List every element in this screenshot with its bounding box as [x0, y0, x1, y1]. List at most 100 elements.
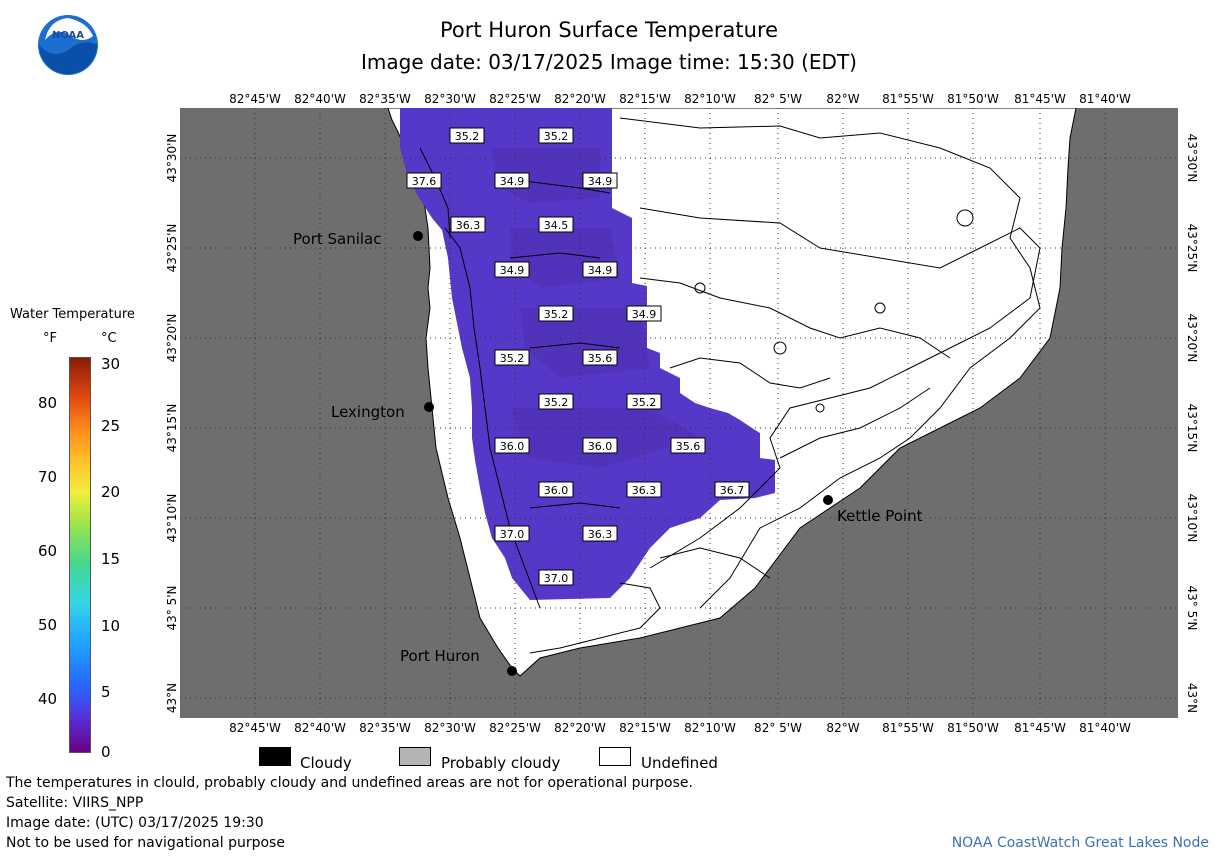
lat-label: 43°N: [1185, 682, 1199, 714]
lon-label: 81°40'W: [1079, 721, 1131, 735]
undefined-swatch: [599, 747, 631, 766]
lon-label: 82°25'W: [489, 721, 541, 735]
temp-label: 36.3: [588, 528, 613, 541]
map-title: Port Huron Surface Temperature: [439, 18, 779, 42]
temperature-labels: 35.2 35.2 37.6 34.9 34.9 36.3 34.5 34.9 …: [406, 127, 750, 586]
lon-label: 82°15'W: [619, 92, 671, 106]
temp-label: 36.3: [632, 484, 657, 497]
f-tick: 60: [38, 542, 58, 560]
temp-label: 34.9: [588, 175, 613, 188]
lon-label: 81°40'W: [1079, 92, 1131, 106]
temp-label: 37.0: [500, 528, 525, 541]
temp-label: 35.6: [676, 440, 701, 453]
lexington-marker: [424, 402, 434, 412]
c-tick: 30: [101, 355, 121, 373]
temp-label: 36.7: [720, 484, 745, 497]
temp-label: 35.2: [455, 130, 480, 143]
lat-label: 43°15'N: [165, 403, 179, 453]
lon-label: 82°40'W: [294, 721, 346, 735]
lon-label: 81°55'W: [882, 721, 934, 735]
temp-label: 35.2: [544, 308, 569, 321]
logo-text: NOAA: [52, 30, 84, 41]
probably-cloudy-swatch: [399, 747, 431, 766]
lat-label: 43°10'N: [165, 493, 179, 543]
lon-label: 82°20'W: [554, 721, 606, 735]
lon-label: 82° 5'W: [754, 92, 802, 106]
c-tick: 5: [101, 683, 111, 701]
lon-label: 82°W: [826, 721, 860, 735]
lat-label: 43°20'N: [1185, 313, 1199, 363]
lon-label: 82° 5'W: [754, 721, 802, 735]
legend-title: Water Temperature: [10, 307, 135, 322]
temp-label: 35.2: [544, 396, 569, 409]
temp-label: 35.2: [632, 396, 657, 409]
f-tick: 80: [38, 394, 58, 412]
cloudy-label: Cloudy: [300, 754, 352, 772]
c-tick: 20: [101, 483, 121, 501]
lon-label: 82°30'W: [424, 92, 476, 106]
city-lexington: Lexington: [331, 403, 405, 421]
port-huron-marker: [507, 666, 517, 676]
c-tick: 15: [101, 550, 121, 568]
temp-label: 36.3: [456, 219, 481, 232]
lat-label: 43°20'N: [165, 313, 179, 363]
temp-label: 35.2: [500, 352, 525, 365]
c-tick: 10: [101, 617, 121, 635]
cloudy-swatch: [259, 747, 291, 766]
c-tick: 25: [101, 417, 121, 435]
lon-label: 81°55'W: [882, 92, 934, 106]
map-subtitle: Image date: 03/17/2025 Image time: 15:30…: [361, 50, 857, 74]
lon-label: 82°45'W: [229, 721, 281, 735]
lon-label: 82°45'W: [229, 92, 281, 106]
lon-label: 82°35'W: [359, 721, 411, 735]
footer-credit: NOAA CoastWatch Great Lakes Node: [951, 835, 1209, 851]
lat-label: 43°25'N: [165, 223, 179, 273]
footer-navigation-warning: Not to be used for navigational purpose: [6, 835, 285, 851]
city-kettle-point: Kettle Point: [837, 507, 923, 525]
f-tick: 50: [38, 616, 58, 634]
lat-label: 43°N: [165, 682, 179, 714]
lat-label: 43°10'N: [1185, 493, 1199, 543]
f-tick: 40: [38, 690, 58, 708]
temp-label: 36.0: [500, 440, 525, 453]
temperature-colorbar: [69, 357, 91, 753]
lon-label: 82°20'W: [554, 92, 606, 106]
lon-label: 82°10'W: [684, 92, 736, 106]
lat-label: 43° 5'N: [165, 585, 179, 631]
temp-label: 34.9: [632, 308, 657, 321]
lon-label: 82°30'W: [424, 721, 476, 735]
c-tick: 0: [101, 743, 111, 761]
city-port-huron: Port Huron: [400, 647, 480, 665]
lon-label: 82°15'W: [619, 721, 671, 735]
city-port-sanilac: Port Sanilac: [293, 230, 382, 248]
surface-temperature-map: 35.2 35.2 37.6 34.9 34.9 36.3 34.5 34.9 …: [180, 108, 1178, 718]
temp-label: 36.0: [588, 440, 613, 453]
lon-label: 81°45'W: [1014, 92, 1066, 106]
footer-utc-date: Image date: (UTC) 03/17/2025 19:30: [6, 815, 264, 831]
temp-label: 36.0: [544, 484, 569, 497]
temp-label: 34.9: [500, 175, 525, 188]
lat-label: 43°15'N: [1185, 403, 1199, 453]
lon-label: 81°45'W: [1014, 721, 1066, 735]
lat-label: 43° 5'N: [1185, 585, 1199, 631]
lon-label: 82°10'W: [684, 721, 736, 735]
lon-label: 82°W: [826, 92, 860, 106]
lon-label: 82°40'W: [294, 92, 346, 106]
temp-label: 37.6: [412, 175, 437, 188]
lon-label: 81°50'W: [947, 721, 999, 735]
lon-label: 82°25'W: [489, 92, 541, 106]
lat-label: 43°30'N: [1185, 133, 1199, 183]
temp-label: 34.5: [544, 219, 569, 232]
probably-cloudy-label: Probably cloudy: [441, 754, 561, 772]
lat-label: 43°30'N: [165, 133, 179, 183]
unit-celsius: °C: [101, 331, 117, 346]
undefined-label: Undefined: [641, 754, 718, 772]
graticule: [180, 108, 1178, 718]
temp-label: 34.9: [588, 264, 613, 277]
lon-label: 82°35'W: [359, 92, 411, 106]
lat-label: 43°25'N: [1185, 223, 1199, 273]
port-sanilac-marker: [413, 231, 423, 241]
footer-disclaimer: The temperatures in clould, probably clo…: [6, 775, 693, 791]
footer-satellite: Satellite: VIIRS_NPP: [6, 795, 144, 811]
temp-label: 34.9: [500, 264, 525, 277]
